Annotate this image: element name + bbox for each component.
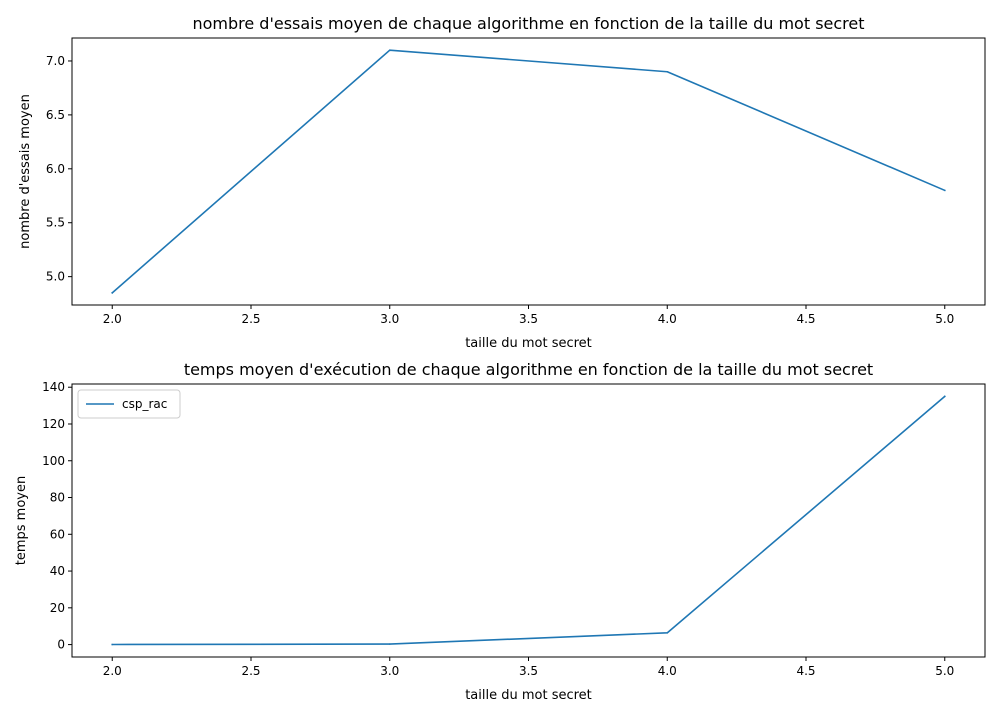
data-point [666,70,669,73]
y-tick-label: 140 [42,380,65,394]
x-tick-label: 3.5 [519,664,538,678]
y-tick-label: 6.0 [46,162,65,176]
y-tick-label: 80 [50,491,65,505]
x-tick-label: 2.5 [241,312,260,326]
y-tick-label: 0 [57,638,65,652]
x-tick-label: 3.0 [380,664,399,678]
legend: csp_rac [77,389,181,419]
y-tick-label: 7.0 [46,54,65,68]
plot-area-frame [71,383,986,658]
data-point [388,49,391,51]
x-tick-label: 2.0 [103,664,122,678]
series-line [111,49,946,294]
legend-box [77,389,181,419]
data-point [943,189,946,192]
chart-panel-2: temps moyen d'exécution de chaque algori… [14,360,986,703]
x-tick-label: 3.5 [519,312,538,326]
series-line-csp_rac [111,395,946,646]
legend-label: csp_rac [122,397,167,411]
x-tick-label: 2.0 [103,312,122,326]
y-axis-label: temps moyen [14,476,29,565]
y-tick-label: 5.5 [46,216,65,230]
chart-title: temps moyen d'exécution de chaque algori… [184,360,873,379]
data-point [388,643,391,645]
y-tick-label: 6.5 [46,108,65,122]
x-tick-label: 3.0 [380,312,399,326]
x-axis-label: taille du mot secret [465,336,592,351]
x-tick-label: 5.0 [935,664,954,678]
x-tick-label: 4.0 [658,312,677,326]
y-tick-label: 120 [42,417,65,431]
x-tick-label: 4.5 [796,312,815,326]
x-tick-label: 2.5 [241,664,260,678]
y-tick-label: 100 [42,454,65,468]
data-point [111,643,114,646]
data-point [666,632,669,634]
y-tick-label: 60 [50,527,65,541]
data-point [943,395,946,398]
y-tick-label: 20 [50,601,65,615]
chart-panel-1: nombre d'essais moyen de chaque algorith… [18,14,986,351]
chart-title: nombre d'essais moyen de chaque algorith… [192,14,864,33]
x-tick-label: 4.5 [796,664,815,678]
data-point [111,292,114,294]
x-tick-label: 4.0 [658,664,677,678]
y-axis-label: nombre d'essais moyen [18,94,33,249]
y-tick-label: 40 [50,564,65,578]
plot-area-frame [71,37,986,306]
x-tick-label: 5.0 [935,312,954,326]
x-axis-label: taille du mot secret [465,688,592,703]
y-tick-label: 5.0 [46,270,65,284]
